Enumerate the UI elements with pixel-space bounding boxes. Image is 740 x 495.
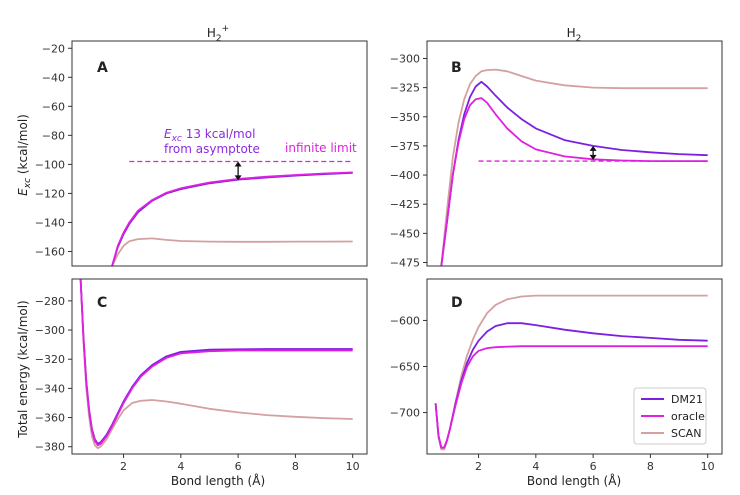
ytick-label-b-5: −425 [390,198,420,211]
ytick-label-c-4: −360 [35,412,65,425]
ytick-label-a-0: −20 [42,42,65,55]
panel-b: −300 −325 −350 −375 −400 −425 −450 −475 [390,40,723,270]
legend: DM21 oracle SCAN [633,387,707,445]
ytick-label-c-2: −320 [35,353,65,366]
panel-label-d: D [451,295,463,311]
ytick-label-d-0: −600 [390,314,420,327]
xtick-label-d-1: 4 [532,460,539,473]
legend-label-scan: SCAN [671,427,701,440]
ytick-label-c-0: −280 [35,295,65,308]
ytick-label-b-3: −375 [390,140,420,153]
ytick-label-c-3: −340 [35,382,65,395]
xtick-label-d-2: 6 [590,460,597,473]
gap-arrowhead-top-b [589,145,597,151]
legend-label-oracle: oracle [671,410,705,423]
xlabel-panel-d: Bond length (Å) [527,473,621,488]
ylabel-panel-c: Total energy (kcal/mol) [16,300,30,438]
series-scan-b [440,68,708,266]
ytick-label-b-0: −300 [390,52,420,65]
ytick-label-b-1: −325 [390,82,420,95]
ytick-label-b-6: −450 [390,227,420,240]
xtick-label-d-4: 10 [701,460,715,473]
ylabel-panel-a: Exc (kcal/mol) [16,114,33,196]
ytick-label-d-2: −700 [390,407,420,420]
annotation-exc: Exc 13 kcal/mol [164,127,255,144]
frame-panel-d [426,278,723,455]
annotation-from-asymptote: from asymptote [164,142,260,156]
xtick-label-c-4: 10 [346,460,360,473]
xtick-label-c-0: 2 [120,460,127,473]
ytick-label-a-5: −120 [35,187,65,200]
gap-arrowhead-bottom-a [234,175,242,181]
xtick-label-c-2: 6 [235,460,242,473]
panel-label-b: B [451,60,462,76]
ytick-label-c-1: −300 [35,324,65,337]
xlabel-panel-c: Bond length (Å) [171,473,265,488]
title-panel-b: H2 [567,26,582,44]
panel-d: −600 −650 −700 2 4 6 8 10 [390,278,723,473]
series-dm21-b [440,80,708,266]
ytick-label-a-7: −160 [35,245,65,258]
ytick-label-a-3: −80 [42,129,65,142]
ytick-label-c-5: −380 [35,441,65,454]
frame-panel-b [426,40,723,267]
series-oracle-a [111,171,353,266]
ytick-label-b-7: −475 [390,257,420,270]
legend-box [633,387,707,445]
frame-panel-c [71,278,368,455]
gap-arrowhead-top-a [234,161,242,167]
panel-a: −20 −40 −60 −80 −100 −120 −140 −160 [35,40,368,267]
xtick-label-d-0: 2 [475,460,482,473]
panel-label-a: A [97,60,108,76]
panel-label-c: C [97,295,107,311]
annotation-infinite-limit: infinite limit [285,141,357,155]
ytick-label-a-2: −60 [42,100,65,113]
ytick-label-d-1: −650 [390,361,420,374]
gap-arrowhead-bottom-b [589,154,597,160]
frame-panel-a [71,40,368,267]
ytick-label-b-2: −350 [390,111,420,124]
series-oracle-b [440,97,708,266]
xtick-label-d-3: 8 [647,460,654,473]
xtick-label-c-1: 4 [177,460,184,473]
series-dm21-a [111,171,353,266]
series-oracle-c [79,279,353,447]
ytick-label-b-4: −400 [390,169,420,182]
panel-c: −280 −300 −320 −340 −360 −380 2 4 6 8 10 [35,278,368,473]
xtick-label-c-3: 8 [292,460,299,473]
legend-label-dm21: DM21 [671,393,703,406]
ytick-label-a-1: −40 [42,71,65,84]
title-panel-a: H2+ [207,24,229,44]
ytick-label-a-6: −140 [35,216,65,229]
ytick-label-a-4: −100 [35,158,65,171]
series-scan-a [111,237,353,266]
series-dm21-c [79,279,353,445]
series-oracle-d [434,345,708,449]
series-scan-c [79,279,353,450]
